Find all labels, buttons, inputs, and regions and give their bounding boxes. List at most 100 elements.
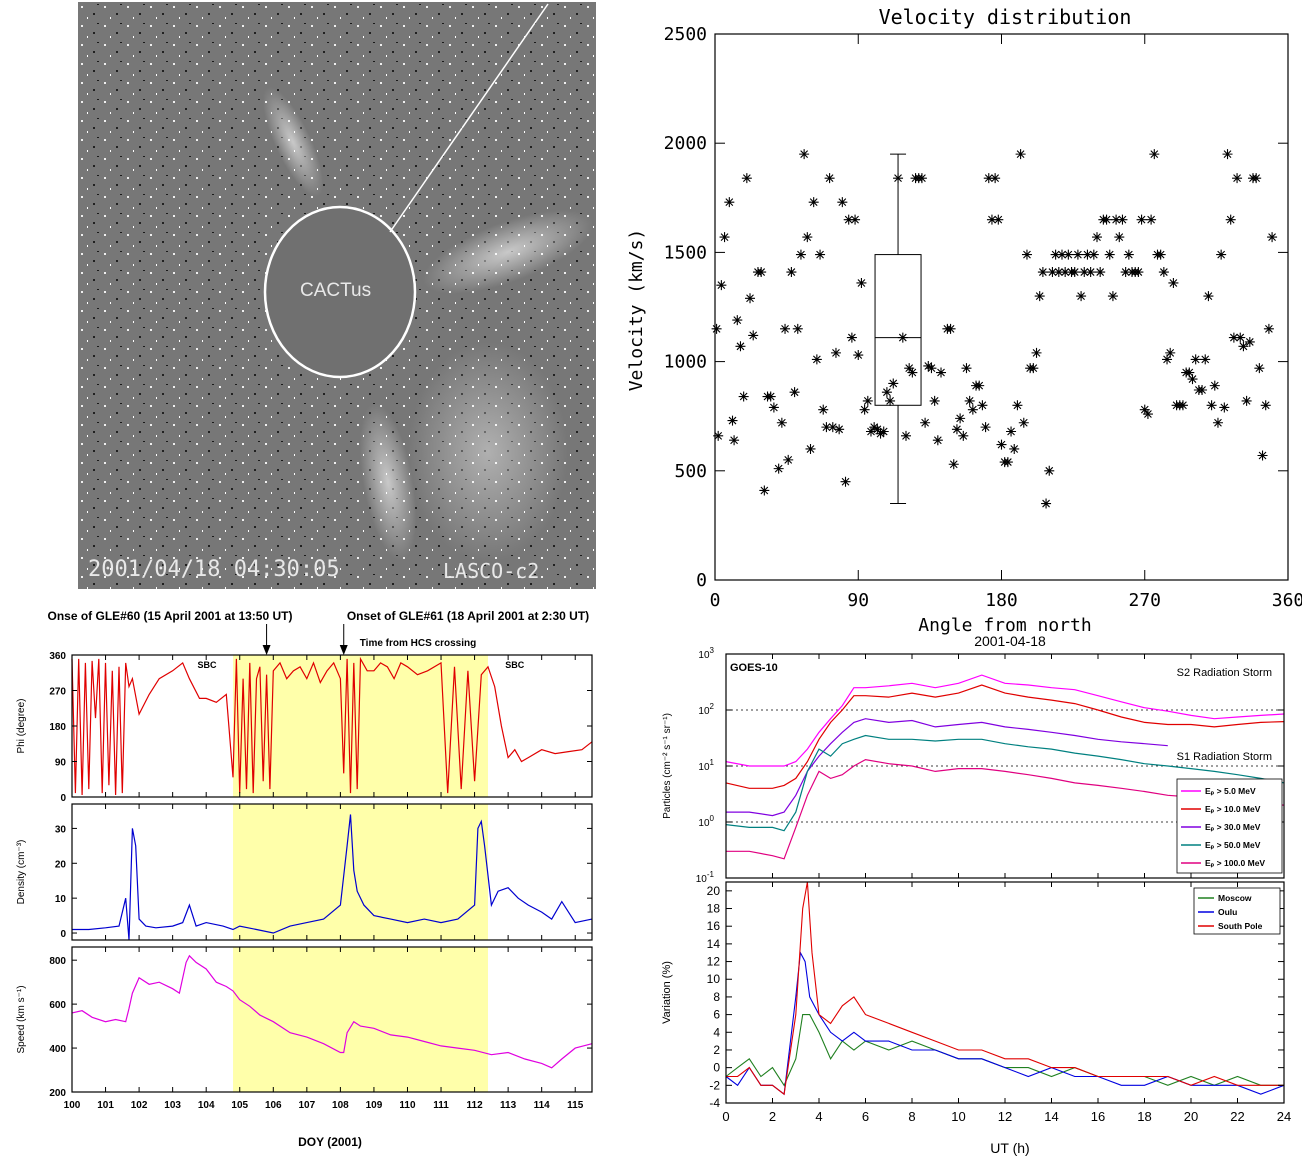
y-tick-label: 360	[49, 651, 66, 662]
x-tick-label: 16	[1091, 1109, 1105, 1124]
data-point	[748, 330, 759, 341]
y-tick-label: 2500	[664, 24, 707, 45]
data-point	[1184, 367, 1195, 378]
y-tick-label: 20	[55, 859, 67, 870]
data-point	[993, 214, 1004, 225]
data-point	[1187, 374, 1198, 385]
solar-wind-panel: 0 90 180 270 360 Phi (degree) SBC SBC	[16, 651, 593, 804]
instrument-label: LASCO-c2	[443, 559, 540, 583]
data-point	[1076, 291, 1087, 302]
x-tick-label: 110	[399, 1100, 416, 1111]
data-point	[1060, 267, 1071, 278]
data-point	[936, 367, 947, 378]
x-tick-label: 100	[64, 1100, 81, 1111]
data-point	[1206, 400, 1217, 411]
hcs-crossing-label: Time from HCS crossing	[360, 638, 477, 649]
series-line	[72, 814, 593, 941]
data-point	[1101, 214, 1112, 225]
data-point	[916, 173, 927, 184]
data-point	[1254, 363, 1265, 374]
y-tick-label: 30	[55, 824, 67, 835]
occulter-disk	[263, 205, 417, 379]
data-point	[1050, 249, 1061, 260]
data-point	[1232, 173, 1243, 184]
data-point	[1142, 409, 1153, 420]
data-point	[1235, 332, 1246, 343]
velocity-distribution-chart: Velocity distribution Angle from north V…	[612, 0, 1302, 640]
data-point	[1072, 249, 1083, 260]
x-tick-label: 109	[366, 1100, 383, 1111]
data-point	[1146, 214, 1157, 225]
panel-frame	[71, 946, 593, 1093]
legend-label: Eₚ > 100.0 MeV	[1205, 858, 1265, 868]
data-point	[996, 439, 1007, 450]
data-point	[1034, 291, 1045, 302]
data-point	[907, 367, 918, 378]
data-point	[711, 323, 722, 334]
data-point	[865, 426, 876, 437]
neutron-monitor-series	[725, 1014, 1284, 1087]
data-point	[713, 430, 724, 441]
data-point	[964, 395, 975, 406]
data-point	[834, 424, 845, 435]
data-point	[974, 380, 985, 391]
cactus-lasco-image: CACTus 2001/04/18 04:30:05 LASCO-c2	[78, 2, 596, 589]
cactus-center-label: CACTus	[300, 280, 372, 301]
y-tick-label: 4	[713, 1025, 720, 1039]
y-tick-label: -2	[709, 1078, 720, 1092]
x-tick-label: 111	[433, 1100, 449, 1111]
data-point	[1222, 149, 1233, 160]
x-tick-label: 90	[847, 590, 869, 611]
data-point	[897, 332, 908, 343]
solar-wind-svg: Onse of GLE#60 (15 April 2001 at 13:50 U…	[16, 609, 593, 1149]
streamer-north	[262, 87, 324, 197]
data-point	[1018, 417, 1029, 428]
y-axis-label: Speed (km s⁻¹)	[16, 985, 27, 1053]
data-point	[1238, 341, 1249, 352]
data-point	[853, 350, 864, 361]
s1-storm-label: S1 Radiation Storm	[1177, 751, 1272, 763]
particle-flux-series	[726, 758, 1285, 860]
instrument-label: GOES-10	[730, 662, 778, 674]
x-tick-label: 12	[998, 1109, 1012, 1124]
data-point	[1015, 149, 1026, 160]
data-point	[786, 267, 797, 278]
y-axis-label: Velocity (km/s)	[626, 229, 647, 392]
data-point	[1209, 380, 1220, 391]
data-point	[789, 387, 800, 398]
data-point	[1111, 214, 1122, 225]
data-point	[1037, 267, 1048, 278]
data-point	[776, 417, 787, 428]
particle-flux-series	[725, 684, 1285, 789]
x-tick-label: 113	[500, 1100, 517, 1111]
x-tick-label: 270	[1128, 590, 1161, 611]
data-point	[1228, 332, 1239, 343]
data-point	[872, 424, 883, 435]
data-point	[1063, 249, 1074, 260]
data-point	[1085, 267, 1096, 278]
data-point	[1114, 232, 1125, 243]
data-point	[727, 415, 738, 426]
particle-flux-series	[725, 734, 1285, 832]
data-point	[1244, 336, 1255, 347]
x-tick-label: 10	[951, 1109, 965, 1124]
image-timestamp: 2001/04/18 04:30:05	[88, 557, 340, 582]
data-point	[932, 435, 943, 446]
data-point	[1117, 214, 1128, 225]
data-point	[859, 404, 870, 415]
x-tick-label: 114	[534, 1100, 551, 1111]
data-point	[745, 293, 756, 304]
data-point	[923, 360, 934, 371]
y-tick-label: 100	[698, 814, 714, 829]
data-point	[945, 323, 956, 334]
particle-flux-series	[726, 718, 1168, 817]
x-axis-label: Angle from north	[918, 615, 1091, 636]
x-tick-label: 102	[131, 1100, 148, 1111]
data-point	[1006, 426, 1017, 437]
x-tick-label: 0	[722, 1109, 729, 1124]
data-point	[799, 149, 810, 160]
x-tick-label: 22	[1230, 1109, 1244, 1124]
data-point	[1241, 395, 1252, 406]
data-point	[716, 280, 727, 291]
